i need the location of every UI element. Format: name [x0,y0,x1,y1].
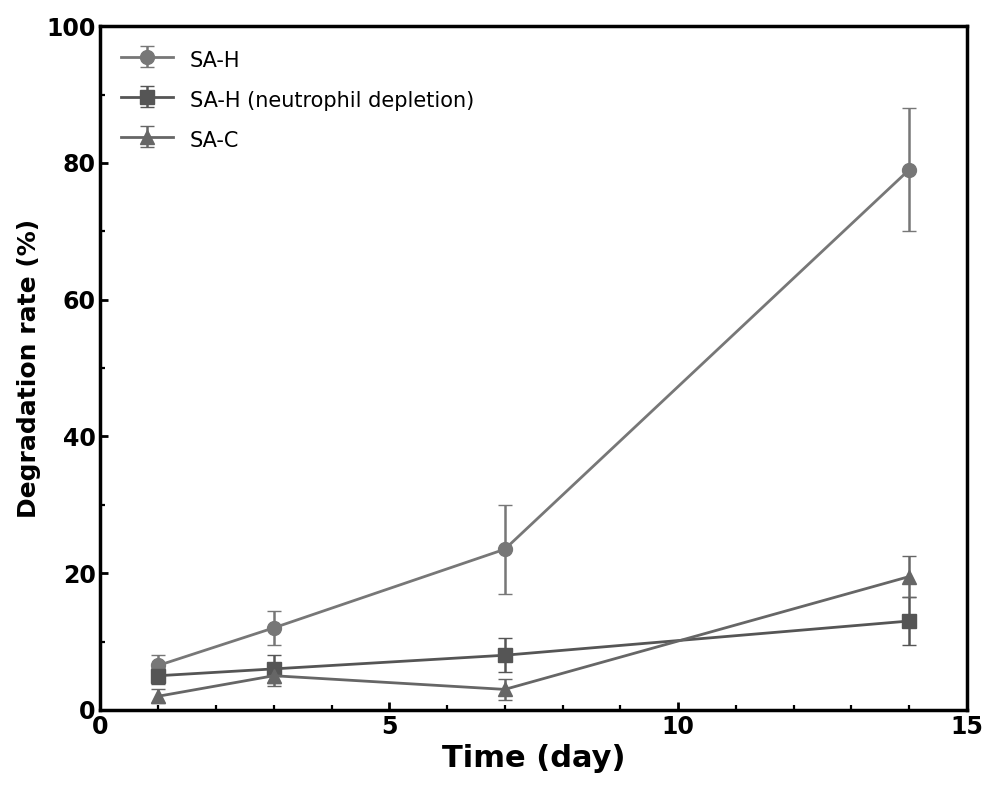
X-axis label: Time (day): Time (day) [442,744,625,773]
Legend: SA-H, SA-H (neutrophil depletion), SA-C: SA-H, SA-H (neutrophil depletion), SA-C [111,36,485,163]
Y-axis label: Degradation rate (%): Degradation rate (%) [17,219,41,517]
